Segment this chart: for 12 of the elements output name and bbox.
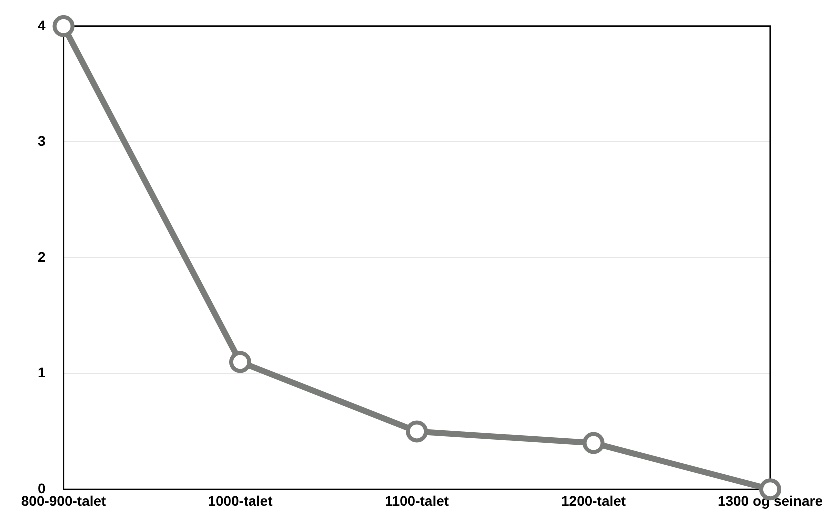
x-tick-label: 1100-talet [385,492,450,509]
x-tick-label: 1300 og seinare [718,492,824,509]
point [582,432,605,454]
point [52,15,75,38]
x-tick-label: 1200-talet [562,492,626,509]
y-tick-label: 3 [38,133,46,150]
y-tick-label: 4 [38,17,46,34]
point [406,420,428,443]
point [229,351,252,374]
y-tick-label: 2 [38,248,46,265]
y-tick-label: 1 [38,364,46,381]
x-tick-label: 1000-talet [208,492,274,509]
